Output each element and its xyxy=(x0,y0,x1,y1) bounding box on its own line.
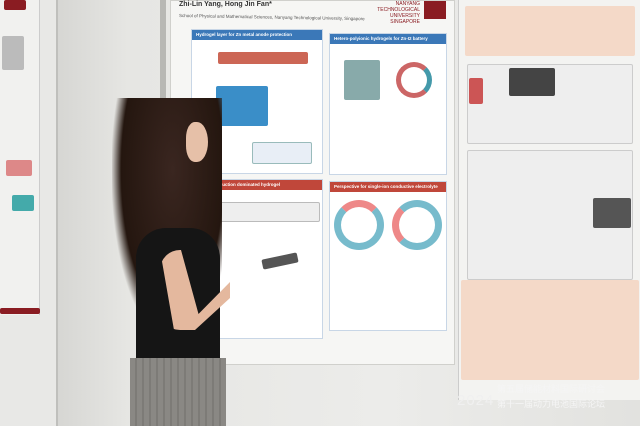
section-title: Perspective for single-ion conductive el… xyxy=(330,182,446,192)
poster-section: Hydrogel layer for Zn metal anode protec… xyxy=(191,29,323,174)
main-poster: Zhi-Lin Yang, Hong Jin Fan* School of Ph… xyxy=(170,0,455,365)
conference-line-2: 第十一届动力电池国际论坛 xyxy=(497,399,606,409)
section-title: Hetero-polyionic hydrogels for Zn-I2 bat… xyxy=(330,34,446,44)
conference-names: 第五届储能材料国际研讨会 第十一届动力电池国际论坛 xyxy=(497,382,637,412)
conference-line-1: 第五届储能材料国际研讨会 xyxy=(497,384,606,394)
left-poster xyxy=(0,0,40,315)
conference-year: 2024 xyxy=(457,392,495,409)
conference-banner: 2024 第五届储能材料国际研讨会 第十一届动力电池国际论坛 xyxy=(455,378,640,426)
poster-authors: Zhi-Lin Yang, Hong Jin Fan* xyxy=(179,1,272,8)
poster-section: Hetero-polyionic hydrogels for Zn-I2 bat… xyxy=(329,33,447,175)
person-skirt xyxy=(130,358,226,426)
university-name: NANYANG TECHNOLOGICAL UNIVERSITY SINGAPO… xyxy=(377,1,420,25)
section-title: Hydrogel layer for Zn metal anode protec… xyxy=(192,30,322,40)
poster-affiliation: School of Physical and Mathematical Scie… xyxy=(178,13,365,22)
left-panel xyxy=(0,0,58,426)
poster-section: Perspective for single-ion conductive el… xyxy=(329,181,447,331)
right-poster xyxy=(458,0,640,400)
university-logo xyxy=(424,1,446,19)
person-face xyxy=(186,122,208,162)
section-title: Cation-conduction dominated hydrogel xyxy=(192,180,322,190)
